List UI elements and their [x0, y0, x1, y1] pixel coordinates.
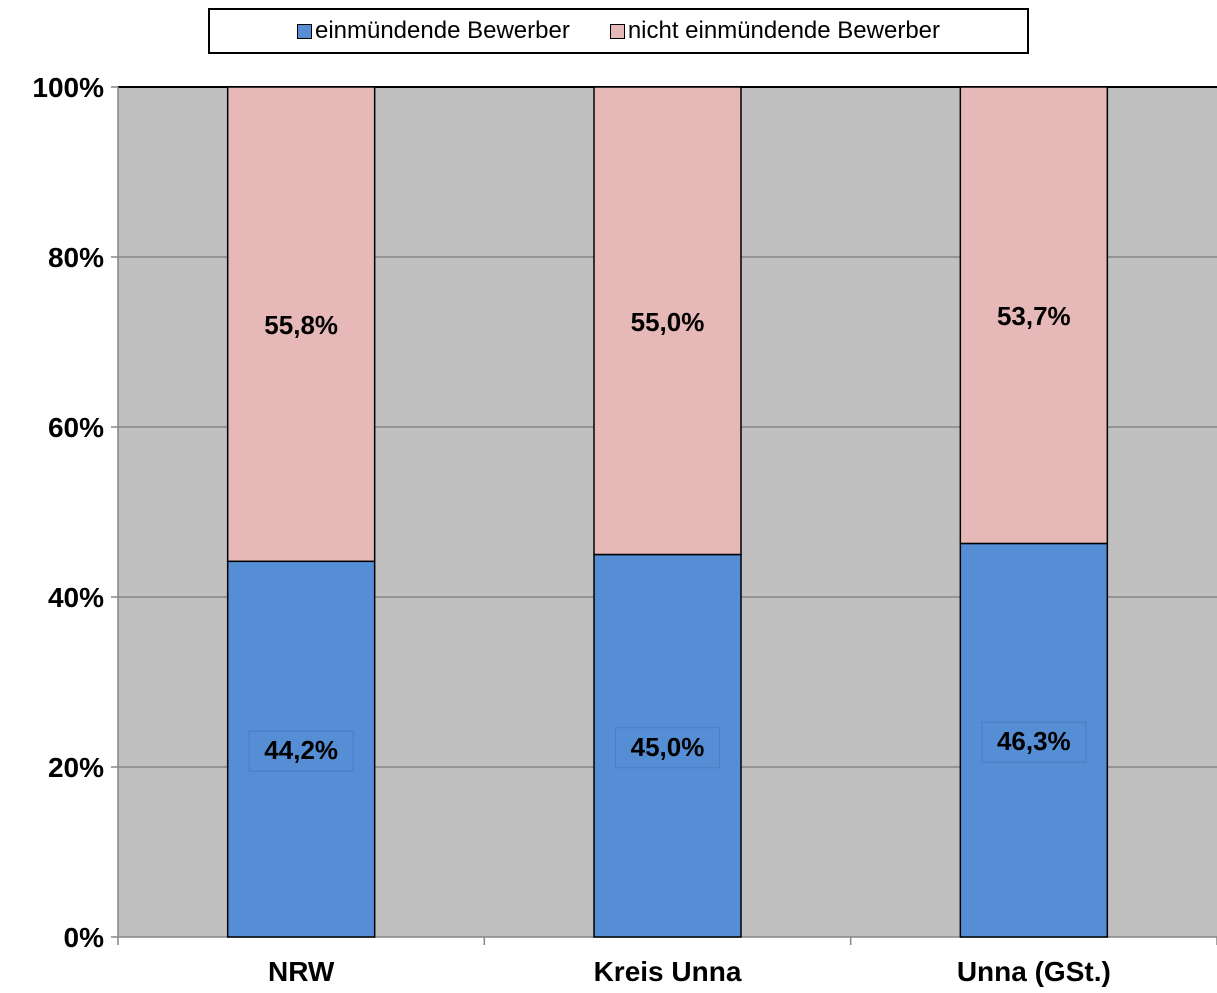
legend-item-nicht-einmuendende: nicht einmündende Bewerber — [609, 17, 941, 45]
bar-segment — [593, 86, 742, 556]
data-label: 55,0% — [631, 307, 705, 337]
y-tick-label: 20% — [48, 752, 104, 783]
bar-segment — [226, 560, 376, 938]
y-tick-label: 100% — [32, 72, 104, 103]
bar-segment — [226, 86, 376, 563]
y-tick-label: 0% — [64, 922, 105, 953]
data-label: 46,3% — [997, 726, 1071, 756]
bar-segment — [959, 86, 1109, 545]
data-label: 44,2% — [264, 735, 338, 765]
data-label-box — [248, 730, 354, 772]
data-label: 55,8% — [264, 310, 338, 340]
legend-swatch-einmuendende — [296, 23, 312, 39]
chart-legend: einmündende Bewerber nicht einmündende B… — [208, 8, 1029, 54]
legend-item-einmuendende: einmündende Bewerber — [296, 17, 570, 45]
data-label-box — [615, 727, 720, 769]
legend-label-einmuendende: einmündende Bewerber — [314, 17, 570, 44]
data-label-box — [981, 721, 1087, 763]
x-category-label: Unna (GSt.) — [957, 956, 1111, 987]
data-label: 53,7% — [997, 301, 1071, 331]
x-category-label: Kreis Unna — [594, 956, 742, 987]
y-tick-label: 80% — [48, 242, 104, 273]
data-label: 45,0% — [631, 732, 705, 762]
legend-swatch-nicht-einmuendende — [609, 23, 625, 39]
y-tick-label: 40% — [48, 582, 104, 613]
bar-segment — [959, 542, 1109, 938]
y-tick-label: 60% — [48, 412, 104, 443]
bar-segment — [593, 553, 742, 938]
legend-label-nicht-einmuendende: nicht einmündende Bewerber — [627, 17, 941, 44]
x-category-label: NRW — [268, 956, 335, 987]
